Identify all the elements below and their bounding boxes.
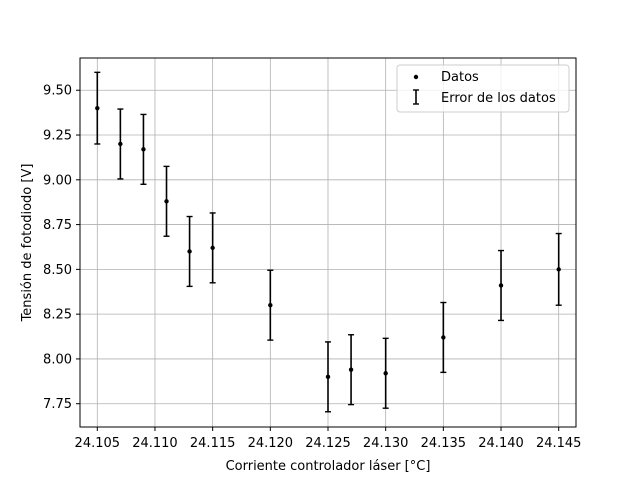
x-axis-label: Corriente controlador láser [°C]: [226, 459, 431, 474]
x-axis-label-unit: °C: [410, 459, 426, 474]
legend-marker-datos: [413, 74, 419, 80]
y-tick-label: 8.00: [43, 352, 72, 367]
x-tick-label: 24.120: [248, 436, 294, 451]
data-point: [210, 245, 215, 251]
x-tick-label: 24.110: [132, 436, 178, 451]
x-tick-label: 24.125: [305, 436, 351, 451]
y-tick-label: 9.25: [43, 129, 72, 144]
y-tick-label: 8.50: [43, 263, 72, 278]
axis-ticks: 24.105 24.110 24.115 24.120 24.125 24.130 24.1…: [43, 84, 581, 451]
data-point: [383, 371, 388, 376]
data-point: [95, 105, 100, 111]
data-layer: [94, 71, 562, 413]
x-tick-label: 24.115: [190, 436, 236, 451]
x-tick-label: 24.105: [75, 436, 121, 451]
y-tick-label: 7.75: [43, 397, 72, 412]
data-point: [164, 199, 169, 204]
legend-marker-error: [413, 89, 419, 105]
y-tick-label: 9.00: [43, 173, 72, 188]
legend-entry-datos: Datos: [441, 70, 479, 85]
y-tick-label: 9.50: [43, 84, 72, 99]
data-point: [556, 267, 561, 272]
data-point: [498, 283, 504, 288]
data-point: [325, 374, 331, 380]
data-point: [348, 367, 354, 372]
grid-lines: [80, 58, 576, 427]
y-axis-label: Tensión de fotodiodo [V]: [20, 164, 35, 323]
data-point: [141, 147, 146, 152]
x-tick-label: 24.130: [363, 436, 409, 451]
legend: Datos Error de los datos: [396, 64, 570, 113]
y-tick-label: 8.75: [43, 218, 72, 233]
y-tick-label: 8.25: [43, 308, 72, 323]
legend-entry-error: Error de los datos: [441, 91, 556, 106]
x-tick-label: 24.135: [421, 436, 467, 451]
data-point: [187, 249, 192, 254]
data-point: [118, 141, 123, 147]
legend-box: [396, 64, 570, 113]
data-point: [268, 302, 273, 308]
x-tick-label: 24.145: [536, 436, 582, 451]
data-point: [441, 335, 446, 340]
x-tick-label: 24.140: [478, 436, 524, 451]
